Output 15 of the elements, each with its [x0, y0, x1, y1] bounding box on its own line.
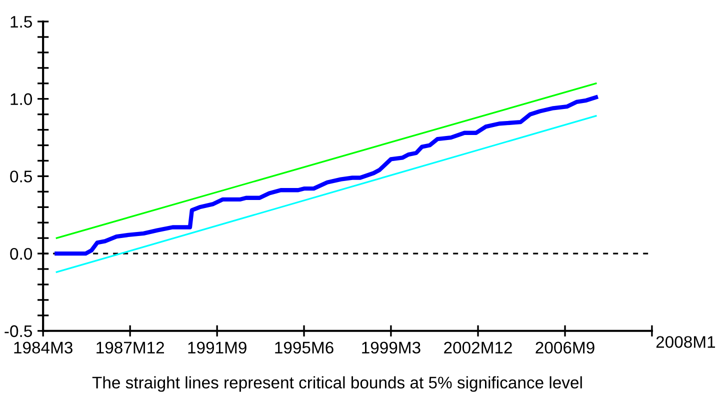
y-tick-label: 1.5 — [10, 16, 32, 28]
x-tick-label: 2006M9 — [536, 342, 594, 354]
x-tick-label: 1995M6 — [275, 342, 334, 354]
x-tick-label: 1999M3 — [362, 342, 420, 354]
text: 2008M1 — [656, 336, 715, 348]
y-tick-label: 0.0 — [10, 248, 32, 260]
y-tick-label: -0.5 — [4, 325, 32, 338]
y-tick-label: 1.0 — [10, 93, 32, 106]
x-tick-label: 1984M3 — [14, 342, 72, 354]
text: The straight lines represent critical bounds at 5% significance level — [92, 376, 582, 392]
line-series — [54, 95, 598, 256]
y-tick-label: 0.5 — [10, 170, 32, 182]
x-tick-label: 2002M12 — [444, 342, 512, 354]
x-tick-label: 1991M9 — [188, 342, 246, 354]
x-tick-label: 1987M12 — [96, 342, 164, 354]
